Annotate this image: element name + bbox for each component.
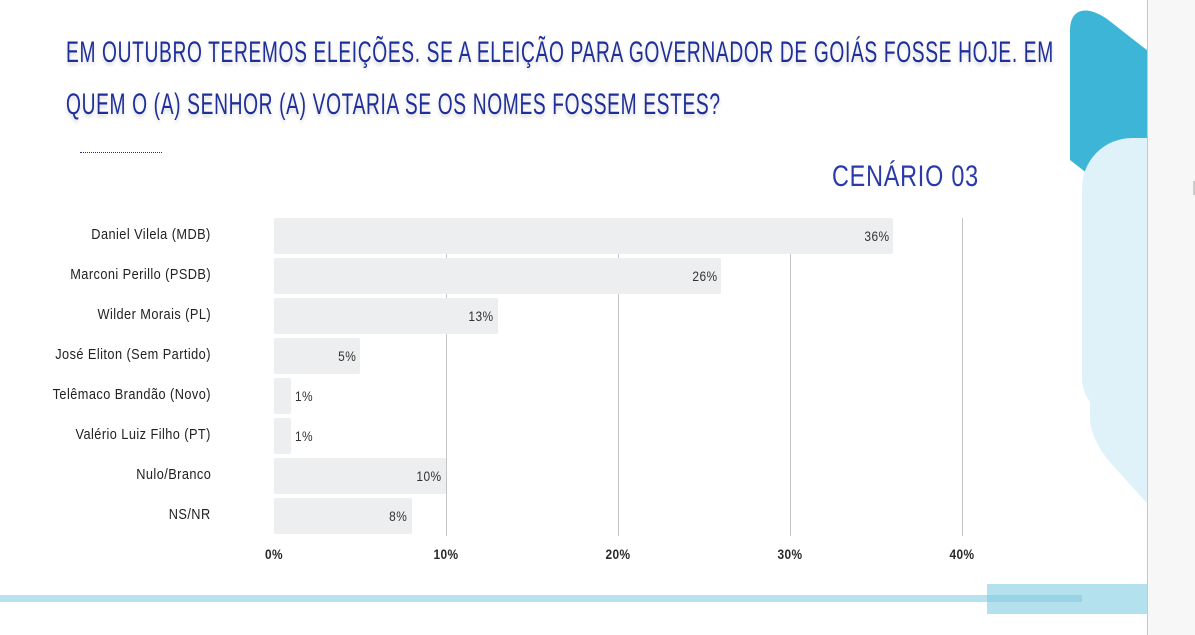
- slide: EM OUTUBRO TEREMOS ELEIÇÕES. SE A ELEIÇÃ…: [0, 0, 1147, 614]
- x-tick-label: 10%: [433, 546, 459, 562]
- x-tick-label: 40%: [949, 546, 975, 562]
- category-label: Telêmaco Brandão (Novo): [52, 387, 211, 403]
- value-label: 26%: [692, 268, 718, 284]
- decorative-band: [987, 595, 1082, 602]
- value-label: 1%: [295, 428, 314, 444]
- value-label: 10%: [416, 468, 442, 484]
- x-tick-label: 0%: [264, 546, 284, 562]
- question-title-line-1: EM OUTUBRO TEREMOS ELEIÇÕES. SE A ELEIÇÃ…: [66, 36, 1054, 69]
- bar: [274, 258, 722, 294]
- value-label: 1%: [295, 388, 314, 404]
- gridline: [962, 218, 963, 536]
- category-label: José Eliton (Sem Partido): [55, 347, 211, 363]
- value-label: 8%: [389, 508, 408, 524]
- gridline: [790, 218, 791, 536]
- bar: [274, 458, 446, 494]
- divider: [80, 152, 162, 153]
- x-tick-label: 20%: [605, 546, 631, 562]
- scenario-title: CENÁRIO 03: [832, 160, 979, 193]
- category-label: Wilder Morais (PL): [97, 307, 211, 323]
- bar: [274, 498, 412, 534]
- bar: [274, 338, 360, 374]
- bar: [274, 218, 894, 254]
- question-title-line-2: QUEM O (A) SENHOR (A) VOTARIA SE OS NOME…: [66, 88, 721, 121]
- category-label: Nulo/Branco: [135, 467, 211, 483]
- gridline: [618, 218, 619, 536]
- value-label: 13%: [468, 308, 494, 324]
- bar: [274, 298, 498, 334]
- bar: [274, 378, 292, 414]
- category-label: NS/NR: [169, 507, 211, 523]
- decorative-band: [0, 595, 1147, 602]
- x-tick-label: 30%: [777, 546, 803, 562]
- category-label: Marconi Perillo (PSDB): [70, 267, 211, 283]
- scroll-handle[interactable]: [1193, 181, 1195, 195]
- value-label: 5%: [337, 348, 356, 364]
- bar: [274, 418, 292, 454]
- value-label: 36%: [864, 228, 890, 244]
- category-label: Valério Luiz Filho (PT): [75, 427, 211, 443]
- gridline: [446, 218, 447, 536]
- category-label: Daniel Vilela (MDB): [91, 227, 211, 243]
- scrollbar-panel[interactable]: [1147, 0, 1195, 635]
